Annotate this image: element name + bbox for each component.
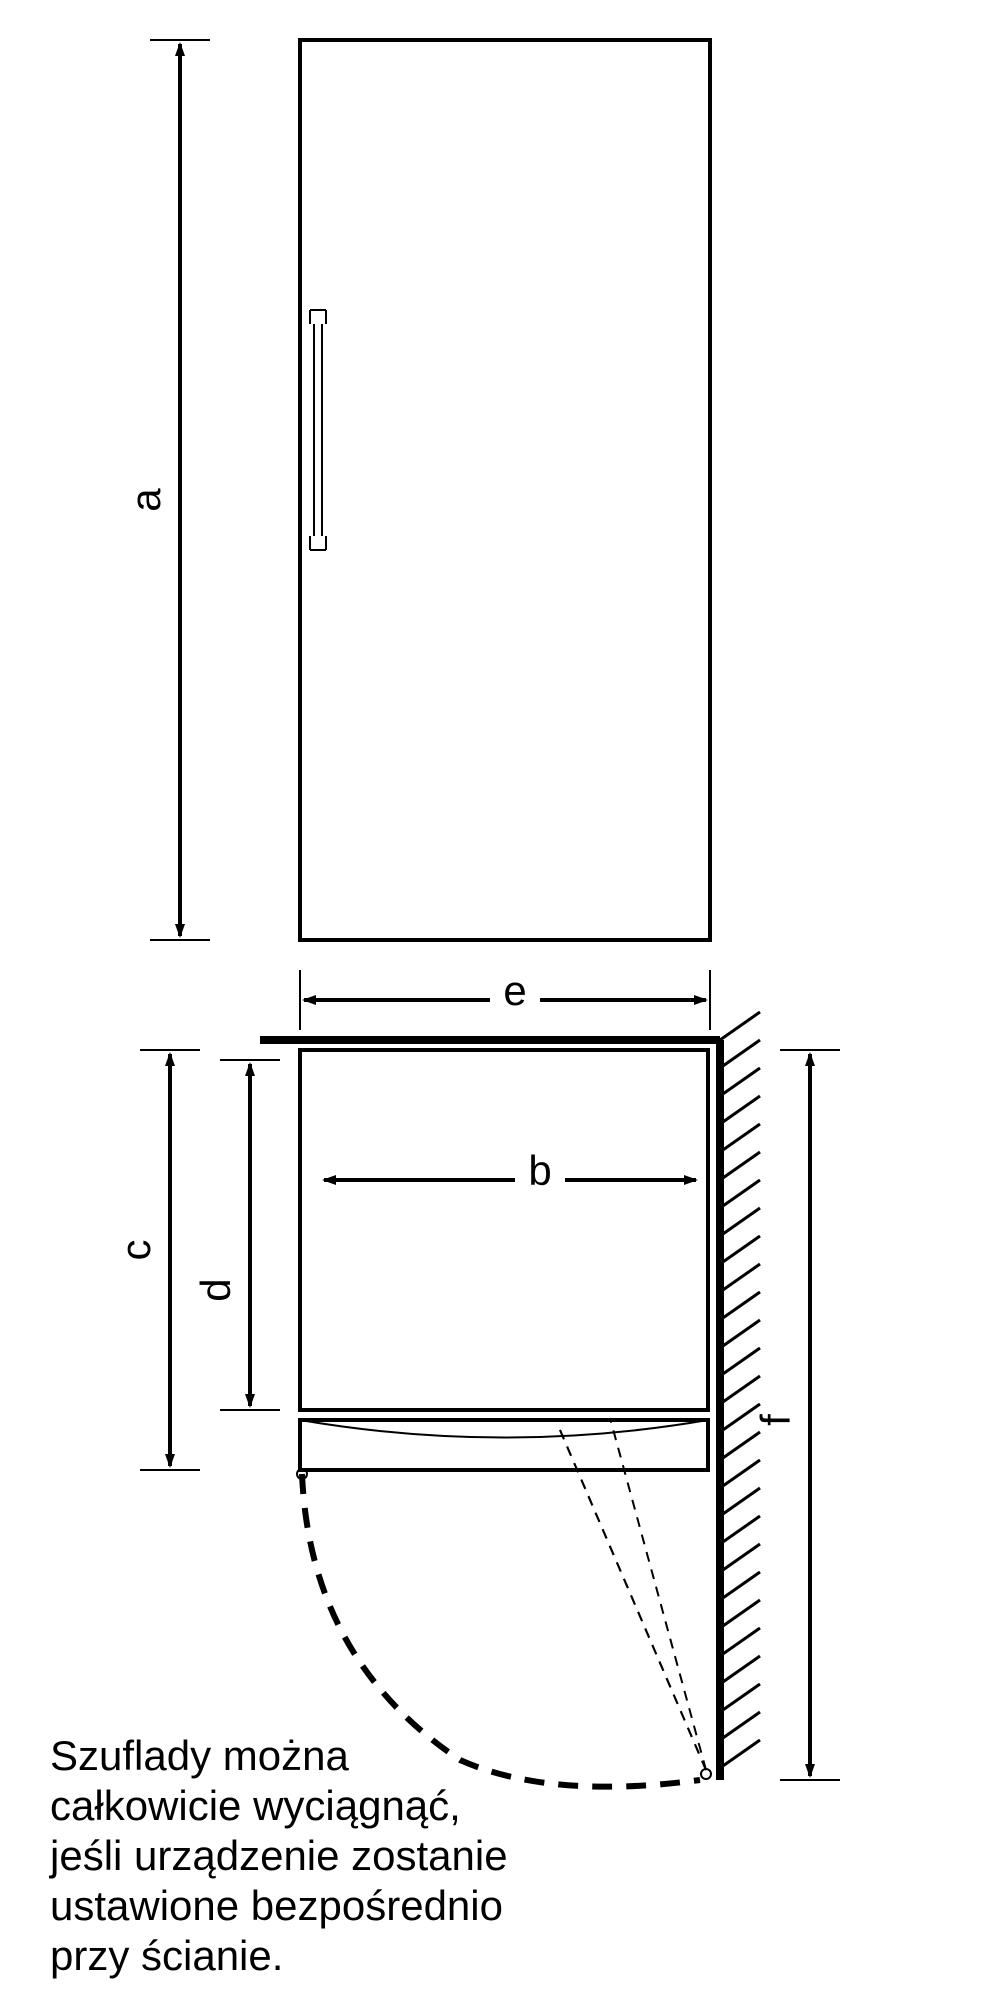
dim-label-e: e bbox=[503, 967, 526, 1014]
dim-label-d: d bbox=[192, 1278, 239, 1301]
dim-label-f: f bbox=[752, 1414, 799, 1426]
caption-text: Szuflady możnacałkowicie wyciągnąć,jeśli… bbox=[48, 1732, 508, 1979]
dim-label-c: c bbox=[112, 1240, 159, 1261]
dimension-diagram: a e b c d f Szuflady możnacałkowicie wyciągnąć… bbox=[0, 0, 1000, 2000]
dim-label-a: a bbox=[122, 488, 169, 512]
dim-label-b: b bbox=[528, 1147, 551, 1194]
